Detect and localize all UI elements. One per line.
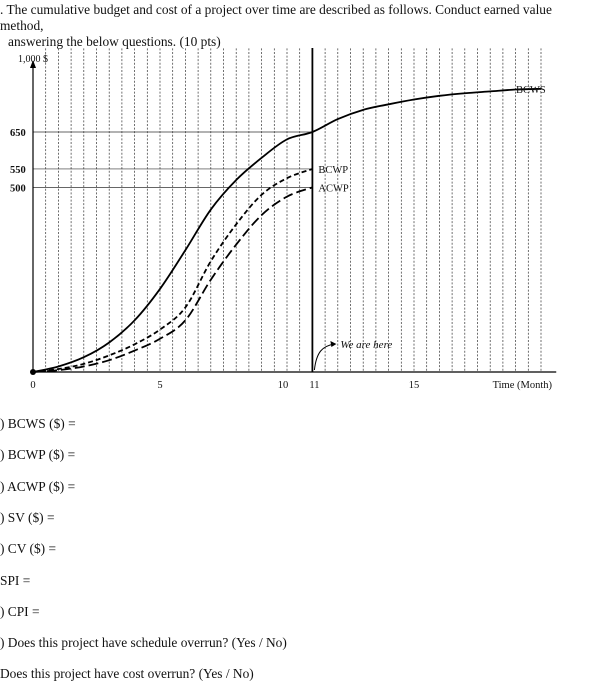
question-item: Does this project have cost overrun? (Ye… xyxy=(0,666,254,682)
bcwp-label: BCWP xyxy=(318,165,348,176)
annotation-arrowhead xyxy=(330,341,337,347)
x-axis-label: Time (Month) xyxy=(493,380,553,391)
question-item: ) BCWP ($) = xyxy=(0,447,76,463)
chart-labels: 1,000 $ 650 550 500 0 5 10 11 15 Time (Month) BCWS… xyxy=(10,54,552,391)
question-item: ) CPI = xyxy=(0,603,40,619)
x-tick-label: 11 xyxy=(309,380,319,391)
question-item: ) SV ($) = xyxy=(0,509,55,525)
x-tick-label: 10 xyxy=(278,380,289,391)
y-tick-label: 550 xyxy=(10,165,26,176)
question-item: ) BCWS ($) = xyxy=(0,416,76,431)
problem-line-2: answering the below questions. (10 pts) xyxy=(8,34,221,49)
bcws-line xyxy=(32,87,542,373)
acwp-label: ACWP xyxy=(318,183,348,194)
y-axis-label: 1,000 $ xyxy=(18,54,48,65)
y-axis-arrow xyxy=(30,60,36,68)
question-item: SPI = xyxy=(0,572,31,588)
annotation-arrow xyxy=(313,343,335,371)
problem-line-1: . The cumulative budget and cost of a pr… xyxy=(0,2,552,33)
question-item: ) Does this project have schedule overru… xyxy=(0,635,287,651)
x-tick-label: 5 xyxy=(157,380,162,391)
x-tick-label: 15 xyxy=(409,380,420,391)
earned-value-chart: 1,000 $ 650 550 500 0 5 10 11 15 Time (Month) BCWS… xyxy=(10,48,557,391)
horizontal-reference-lines xyxy=(33,131,313,188)
bcwp-line xyxy=(32,168,313,373)
status-annotation: We are here xyxy=(340,339,392,351)
question-item: ) CV ($) = xyxy=(0,541,57,557)
y-tick-label: 500 xyxy=(10,183,26,194)
problem-statement: . The cumulative budget and cost of a pr… xyxy=(0,2,594,50)
series-lines xyxy=(32,87,542,373)
vertical-gridlines xyxy=(45,48,542,372)
bcws-label: BCWS xyxy=(516,85,546,96)
acwp-line xyxy=(32,186,313,373)
x-tick-label: 0 xyxy=(30,380,35,391)
question-item: ) ACWP ($) = xyxy=(0,478,76,494)
y-tick-label: 650 xyxy=(10,128,26,139)
